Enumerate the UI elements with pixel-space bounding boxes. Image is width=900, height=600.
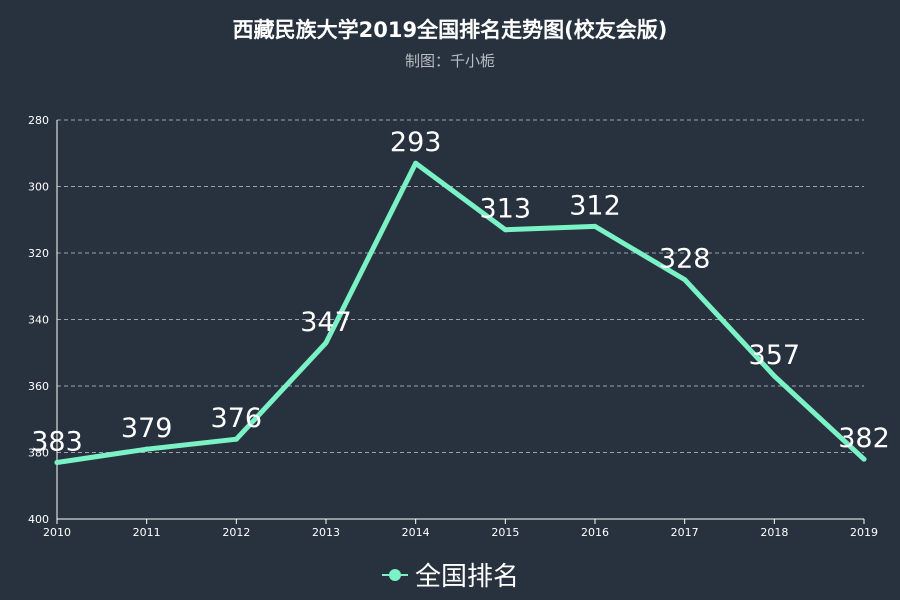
data-label: 313: [480, 194, 532, 225]
data-point: [413, 160, 419, 166]
data-point: [54, 459, 60, 465]
chart-title: 西藏民族大学2019全国排名走势图(校友会版): [232, 18, 668, 42]
x-tick-label: 2012: [222, 526, 250, 539]
data-point: [592, 223, 598, 229]
series-layer: [54, 160, 867, 465]
data-point: [233, 436, 239, 442]
x-tick-label: 2010: [43, 526, 71, 539]
x-tick-label: 2017: [671, 526, 699, 539]
data-label: 382: [838, 423, 890, 454]
y-tick-label: 340: [28, 314, 49, 327]
data-label: 379: [121, 413, 173, 444]
legend: 全国排名: [0, 556, 900, 593]
y-tick-label: 360: [28, 380, 49, 393]
data-label: 312: [569, 190, 621, 221]
data-point: [682, 277, 688, 283]
legend-line-marker-icon: [381, 568, 408, 581]
x-tick-label: 2014: [402, 526, 430, 539]
x-tick-label: 2019: [850, 526, 878, 539]
x-tick-label: 2015: [491, 526, 519, 539]
data-point: [771, 373, 777, 379]
data-point: [323, 340, 329, 346]
x-tick-label: 2016: [581, 526, 609, 539]
grid-lines: [57, 119, 864, 453]
chart-subtitle: 制图：千小栀: [404, 52, 495, 70]
x-tick-label: 2018: [760, 526, 788, 539]
legend-label: 全国排名: [414, 562, 519, 592]
legend-item-series[interactable]: 全国排名: [381, 556, 519, 593]
y-tick-label: 300: [28, 181, 49, 194]
data-point: [502, 227, 508, 233]
series-line: [54, 160, 867, 465]
data-labels: 383 379 376 347 293 313 312 328 357 382: [31, 127, 890, 457]
y-tick-label: 400: [28, 513, 49, 526]
data-label: 357: [749, 340, 801, 371]
y-tick-label: 320: [28, 247, 49, 260]
data-label: 328: [659, 244, 711, 275]
data-point: [861, 456, 867, 462]
data-label: 376: [211, 403, 263, 434]
data-label: 383: [31, 426, 83, 457]
data-point: [144, 446, 150, 452]
y-tick-label: 280: [28, 114, 49, 127]
x-tick-label: 2011: [133, 526, 161, 539]
data-label: 347: [300, 307, 352, 338]
y-tick-label: 380: [28, 447, 49, 460]
data-label: 293: [390, 127, 442, 158]
x-tick-label: 2013: [312, 526, 340, 539]
